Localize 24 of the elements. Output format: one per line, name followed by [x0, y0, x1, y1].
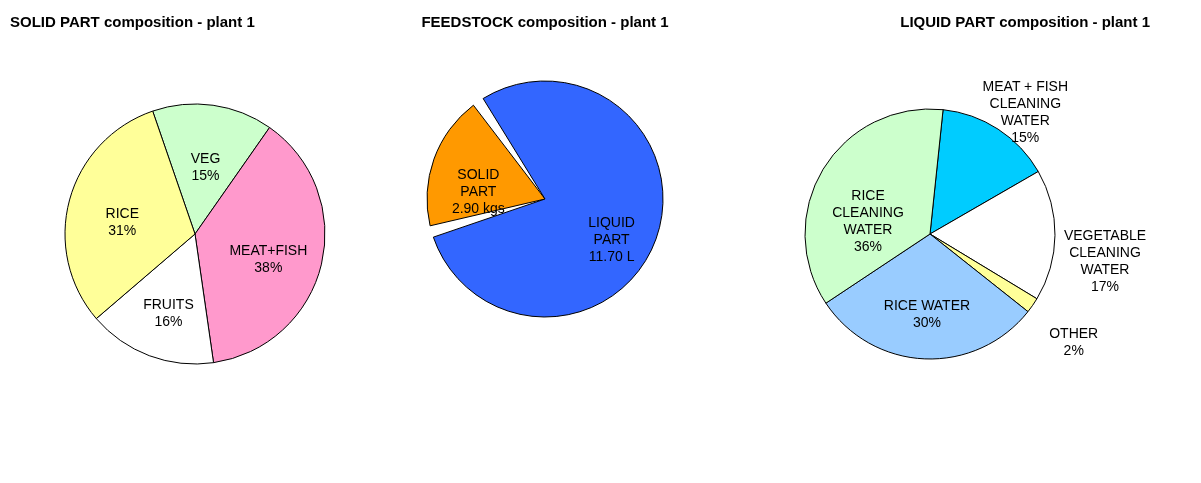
slice-label: VEGETABLE CLEANING WATER	[1063, 226, 1147, 277]
slice-label: FRUITS	[143, 295, 194, 312]
chart-title: LIQUID PART composition - plant 1	[900, 13, 1150, 30]
slice-label: MEAT + FISH CLEANING WATER	[982, 78, 1069, 129]
data-label: 38%	[254, 259, 283, 276]
data-label: 17%	[1090, 277, 1120, 294]
slice-label: MEAT+FISH	[229, 242, 308, 259]
slice-label: OTHER	[1049, 324, 1099, 341]
slice-label: SOLID PART	[457, 166, 500, 200]
chart-title: SOLID PART composition - plant 1	[10, 13, 255, 30]
slice-label: RICE WATER	[883, 297, 971, 314]
slice-label: LIQUID PART	[588, 213, 635, 247]
data-label: 36%	[853, 238, 882, 255]
data-label: 30%	[912, 314, 941, 331]
slice-label: RICE	[105, 205, 139, 222]
data-label: 16%	[154, 312, 183, 329]
slice-label: VEG	[190, 150, 221, 167]
chart-title: FEEDSTOCK composition - plant 1	[421, 13, 669, 30]
data-label: 15%	[191, 167, 220, 184]
data-label: 11.70 L	[588, 247, 635, 264]
slice-label: RICE CLEANING WATER	[832, 187, 904, 238]
data-label: 31%	[108, 222, 137, 239]
data-label: 2%	[1063, 341, 1084, 358]
data-label: 15%	[1011, 129, 1040, 146]
